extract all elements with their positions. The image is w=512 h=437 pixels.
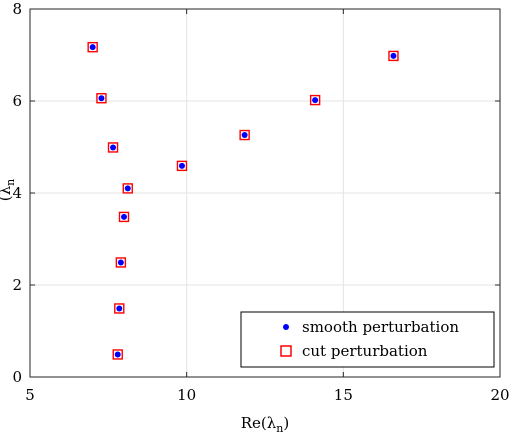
point-smooth-3 [124,185,131,192]
point-cut-5 [115,257,127,268]
point-smooth-2 [110,144,117,151]
x-tick-label-2: 15 [334,386,353,404]
point-smooth-9 [241,132,248,139]
y-axis-label-subscript: n [4,179,17,186]
point-smooth-7 [114,351,121,358]
point-cut-7 [112,349,123,360]
point-smooth-8 [178,162,185,169]
point-smooth-4 [121,213,127,220]
point-cut-6 [114,303,125,314]
y-tick-label-3: 6 [12,92,22,110]
point-cut-10 [309,94,321,106]
legend-marker-smooth [283,324,289,330]
point-cut-3 [122,183,133,194]
point-cut-4 [118,211,130,223]
grid [30,9,500,377]
y-tick-label-2: 4 [12,184,22,202]
point-cut-0 [87,41,98,53]
x-tick-label-1: 10 [177,386,196,404]
x-tick-label-3: 20 [490,386,509,404]
legend-label-smooth: smooth perturbation [302,318,459,336]
point-smooth-0 [89,44,96,51]
point-cut-9 [239,129,250,141]
data-series [87,41,399,360]
point-cut-1 [96,93,107,104]
axes [29,8,501,378]
point-smooth-1 [98,95,105,102]
legend: smooth perturbation cut perturbation [240,311,495,368]
x-axis-label-subscript: n [276,422,283,435]
x-tick-label-0: 5 [25,386,35,404]
point-cut-2 [107,142,119,153]
tick-labels: 5 10 15 20 0 2 4 6 8 [12,0,509,404]
series-0 [89,44,397,358]
point-cut-11 [388,50,399,62]
y-tick-label-4: 8 [12,0,22,18]
series-1 [87,41,399,360]
y-tick-label-1: 2 [12,276,22,294]
point-smooth-5 [117,259,124,266]
point-smooth-10 [312,97,319,104]
legend-box [240,311,495,368]
x-axis-label: Re(λn) [241,414,289,435]
point-cut-8 [176,160,188,172]
point-smooth-6 [116,305,123,312]
y-axis-label: (λn [0,179,17,201]
legend-label-cut: cut perturbation [302,342,428,360]
point-smooth-11 [390,52,397,59]
y-tick-label-0: 0 [12,368,22,386]
x-axis-label-suffix: ) [283,414,289,432]
legend-marker-cut [280,345,292,357]
